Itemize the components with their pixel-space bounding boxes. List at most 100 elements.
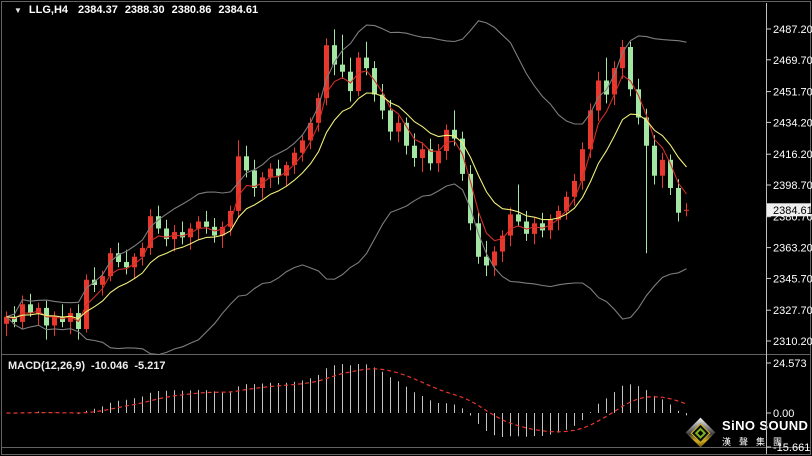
macd-signal-line bbox=[6, 368, 687, 433]
price-tick-label: 2416.20 bbox=[773, 149, 812, 161]
price-tick-label: 2398.70 bbox=[773, 180, 812, 192]
candle-body bbox=[124, 262, 129, 268]
candle-body bbox=[484, 256, 489, 266]
candle-body bbox=[164, 228, 169, 240]
candle-body bbox=[220, 226, 225, 236]
logo-brand-name: SiNO SOUND bbox=[722, 418, 809, 433]
candle-body bbox=[436, 151, 441, 164]
candle-body bbox=[52, 316, 57, 326]
close-value: 2384.61 bbox=[218, 4, 259, 16]
price-tick-label: 2469.70 bbox=[773, 55, 812, 67]
price-tick-label: 2345.70 bbox=[773, 273, 812, 285]
candle-body bbox=[108, 253, 113, 277]
candle-body bbox=[452, 129, 457, 139]
price-tick-label: 2327.70 bbox=[773, 305, 812, 317]
candle-body bbox=[388, 110, 393, 132]
candle-body bbox=[236, 156, 241, 211]
candle-body bbox=[556, 210, 561, 220]
candle-body bbox=[348, 71, 353, 92]
candle-body bbox=[292, 152, 297, 165]
macd-signal-value: -5.217 bbox=[134, 360, 166, 372]
price-tick-label: 2451.70 bbox=[773, 87, 812, 99]
candle-body bbox=[116, 253, 121, 262]
price-tick-label: 2487.20 bbox=[773, 24, 812, 36]
candle-body bbox=[68, 313, 73, 322]
candle-body bbox=[140, 247, 145, 257]
macd-tick-label: 24.573 bbox=[773, 358, 807, 370]
price-tick-label: 2363.20 bbox=[773, 243, 812, 255]
slow-ma-line bbox=[6, 92, 687, 320]
logo-chinese-name: 漢聲集團 bbox=[722, 437, 791, 447]
macd-line-value: -10.046 bbox=[91, 360, 129, 372]
candle-body bbox=[660, 159, 665, 176]
macd-tick-label: -15.661 bbox=[773, 442, 810, 454]
candle-body bbox=[284, 165, 289, 176]
current-price-tag-bg bbox=[767, 203, 811, 217]
candle-body bbox=[356, 57, 361, 92]
logo-text-block: SiNO SOUND 漢聲集團 bbox=[722, 415, 808, 448]
macd-indicator-label: MACD(12,26,9) -10.046 -5.217 bbox=[8, 360, 172, 372]
open-value: 2384.37 bbox=[78, 4, 118, 16]
candle-body bbox=[492, 251, 497, 266]
candle-body bbox=[132, 256, 137, 268]
price-tick-label: 2434.20 bbox=[773, 117, 812, 129]
candle-body bbox=[652, 145, 657, 176]
candle-body bbox=[428, 149, 433, 164]
candle-body bbox=[28, 304, 33, 314]
fast-ma-line bbox=[6, 70, 687, 323]
candle-body bbox=[100, 276, 105, 285]
candle-body bbox=[684, 209, 689, 211]
symbol-timeframe-label: LLG,H4 bbox=[28, 4, 69, 16]
candle-body bbox=[676, 188, 681, 213]
candle-body bbox=[604, 80, 609, 95]
candle-body bbox=[4, 316, 9, 324]
high-value: 2388.30 bbox=[124, 4, 165, 16]
symbol-dropdown-icon[interactable]: ▼ bbox=[14, 5, 22, 15]
candle-body bbox=[644, 117, 649, 146]
macd-indicator-name: MACD(12,26,9) bbox=[8, 360, 86, 372]
candle-body bbox=[460, 138, 465, 174]
candle-body bbox=[244, 156, 249, 171]
candle-body bbox=[668, 159, 673, 188]
macd-tick-label: 0.00 bbox=[773, 408, 794, 420]
candle-body bbox=[300, 140, 305, 153]
candle-body bbox=[340, 64, 345, 72]
candle-body bbox=[252, 170, 257, 188]
candle-body bbox=[180, 232, 185, 238]
candle-body bbox=[524, 221, 529, 234]
candle-body bbox=[268, 168, 273, 178]
candle-body bbox=[468, 173, 473, 224]
candle-body bbox=[420, 149, 425, 158]
candle-body bbox=[396, 122, 401, 132]
candle-body bbox=[204, 221, 209, 227]
candle-body bbox=[540, 223, 545, 231]
candle-body bbox=[564, 196, 569, 211]
candle-body bbox=[332, 45, 337, 65]
candle-body bbox=[612, 68, 617, 95]
bollinger-lower-band bbox=[6, 183, 687, 356]
candle-body bbox=[324, 45, 329, 99]
candle-body bbox=[196, 221, 201, 229]
candle-body bbox=[636, 89, 641, 118]
candle-body bbox=[404, 122, 409, 146]
low-value: 2380.86 bbox=[171, 4, 212, 16]
candle-body bbox=[380, 94, 385, 111]
candle-body bbox=[308, 122, 313, 141]
symbol-ohlc-bar: ▼ LLG,H4 2384.37 2388.30 2380.86 2384.61 bbox=[14, 4, 265, 16]
candle-body bbox=[276, 168, 281, 176]
candle-body bbox=[316, 98, 321, 123]
price-tick-label: 2310.20 bbox=[773, 336, 812, 348]
candle-body bbox=[588, 110, 593, 150]
sino-sound-logo: SiNO SOUND 漢聲集團 bbox=[684, 415, 808, 451]
bollinger-upper-band bbox=[6, 20, 687, 318]
candle-body bbox=[412, 145, 417, 158]
candle-body bbox=[596, 80, 601, 111]
candle-body bbox=[364, 57, 369, 69]
candle-body bbox=[508, 214, 513, 236]
candle-body bbox=[228, 210, 233, 227]
candle-body bbox=[532, 223, 537, 234]
candle-body bbox=[628, 47, 633, 90]
